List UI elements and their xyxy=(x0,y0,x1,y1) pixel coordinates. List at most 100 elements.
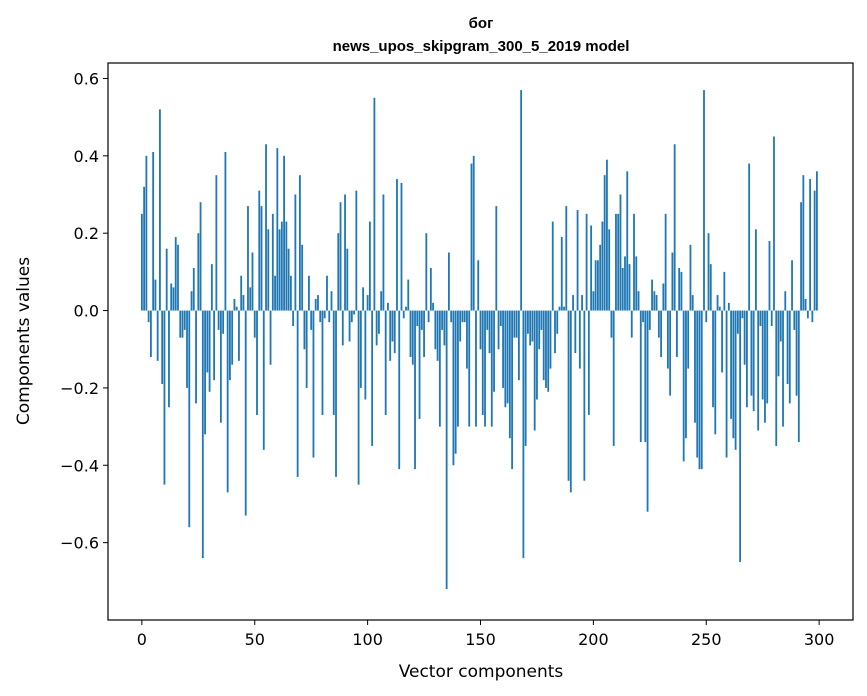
bar xyxy=(231,310,234,365)
bar xyxy=(734,310,737,450)
bar xyxy=(793,310,796,330)
bar xyxy=(761,310,764,400)
bar xyxy=(806,310,809,319)
bar xyxy=(179,310,182,338)
bar xyxy=(294,194,297,311)
bar xyxy=(217,310,220,330)
x-tick-label: 200 xyxy=(578,630,609,649)
bar xyxy=(312,310,315,458)
bar xyxy=(678,268,681,311)
bar xyxy=(635,256,638,311)
bar xyxy=(691,295,694,311)
bar xyxy=(418,310,421,419)
bar xyxy=(323,310,326,319)
bar xyxy=(240,275,243,311)
bar xyxy=(596,260,599,311)
bar xyxy=(479,310,482,350)
bar xyxy=(630,310,633,338)
bar xyxy=(436,310,439,361)
bar xyxy=(655,295,658,311)
bar xyxy=(513,310,516,338)
bar xyxy=(409,310,412,357)
bar xyxy=(495,206,498,311)
bar xyxy=(520,90,523,311)
bar xyxy=(484,310,486,427)
bar xyxy=(427,310,430,323)
bar xyxy=(308,275,310,311)
bar xyxy=(682,310,685,462)
bar xyxy=(292,310,295,327)
bar xyxy=(585,213,588,311)
bar xyxy=(258,190,261,311)
bar xyxy=(786,310,789,385)
bar xyxy=(685,310,687,439)
bar xyxy=(177,244,179,311)
bar xyxy=(788,310,791,404)
bar xyxy=(163,310,166,485)
bar xyxy=(405,306,407,311)
x-tick-label: 50 xyxy=(245,630,265,649)
bar xyxy=(574,310,577,354)
bar xyxy=(283,155,285,311)
bar xyxy=(727,302,730,311)
bar xyxy=(156,310,159,361)
bar xyxy=(795,310,798,396)
bar xyxy=(278,229,281,311)
bar xyxy=(267,229,270,311)
bar xyxy=(759,310,762,327)
bar xyxy=(222,310,225,334)
bar xyxy=(633,213,635,311)
bar xyxy=(265,144,267,311)
bar xyxy=(393,310,396,354)
y-tick-label: 0.2 xyxy=(74,224,99,243)
bar xyxy=(391,310,394,342)
bar xyxy=(425,233,428,311)
bar xyxy=(452,310,455,466)
x-tick-label: 150 xyxy=(465,630,496,649)
bar xyxy=(502,310,504,388)
x-tick-label: 100 xyxy=(352,630,383,649)
bar xyxy=(423,310,425,357)
bar xyxy=(626,171,629,311)
y-tick-label: 0.6 xyxy=(74,69,99,88)
bar xyxy=(617,213,620,311)
bar xyxy=(249,287,252,311)
bar xyxy=(326,275,328,311)
bar xyxy=(438,310,441,427)
bar xyxy=(411,310,414,365)
bar xyxy=(745,310,748,408)
bar xyxy=(612,310,615,446)
bar xyxy=(488,310,491,354)
bar xyxy=(463,310,466,323)
bar xyxy=(664,213,667,311)
bar xyxy=(208,310,211,392)
bar xyxy=(590,225,593,311)
bar xyxy=(357,310,360,485)
bar xyxy=(592,291,595,311)
bar xyxy=(145,155,148,311)
bar xyxy=(152,151,155,311)
bar xyxy=(321,310,324,415)
bar xyxy=(380,291,383,311)
bar xyxy=(443,310,446,346)
bar xyxy=(545,310,547,388)
bar xyxy=(274,275,276,311)
bar xyxy=(378,310,380,334)
bar xyxy=(170,283,173,311)
plot-frame xyxy=(107,62,854,621)
bar xyxy=(779,310,782,342)
bar xyxy=(732,310,735,439)
bar xyxy=(389,310,392,361)
bar xyxy=(619,194,622,311)
bar xyxy=(547,310,550,392)
bar xyxy=(560,237,563,311)
bar xyxy=(159,109,161,311)
bar xyxy=(195,310,197,404)
bar xyxy=(301,244,304,311)
x-tick-label: 0 xyxy=(137,630,147,649)
bar xyxy=(802,175,805,311)
bar xyxy=(332,310,335,415)
bar xyxy=(531,310,534,342)
bar xyxy=(149,310,152,357)
